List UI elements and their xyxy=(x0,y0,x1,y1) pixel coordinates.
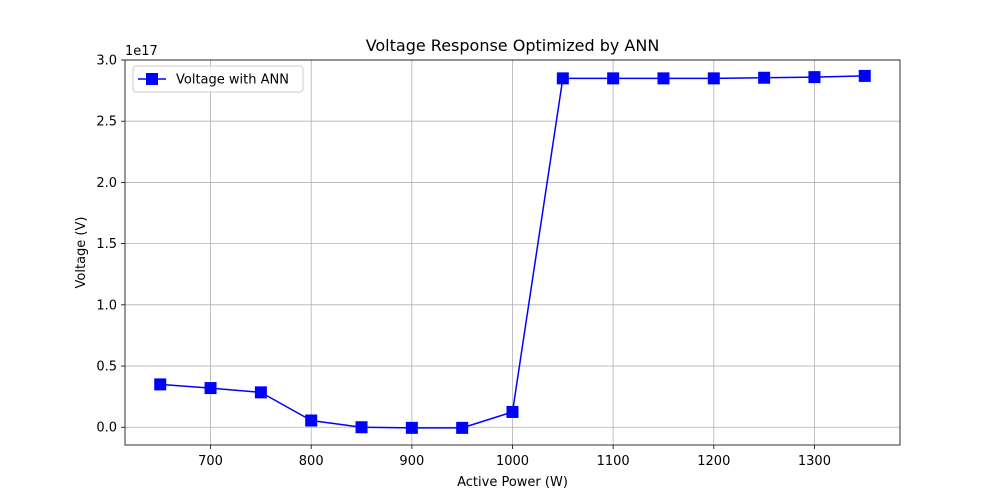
legend-box xyxy=(132,65,304,93)
data-point-marker xyxy=(355,421,368,434)
y-tick-label: 2.5 xyxy=(96,115,117,130)
data-point-marker xyxy=(456,421,469,434)
data-point-marker xyxy=(305,414,318,427)
x-axis-label: Active Power (W) xyxy=(457,475,568,490)
x-tick-label: 1000 xyxy=(496,454,529,469)
y-tick-label: 0.5 xyxy=(96,360,117,375)
data-point-marker xyxy=(254,386,267,399)
ticks-layer: 700 800 900 1000 1100 1200 1300 0.0 0.5 1.0 1.5 2.0… xyxy=(96,54,831,470)
y-tick-label: 0.0 xyxy=(96,421,117,436)
x-tick-label: 800 xyxy=(299,454,324,469)
y-offset-label: 1e17 xyxy=(125,44,158,59)
legend: Voltage with ANN xyxy=(132,65,304,93)
series-layer xyxy=(154,69,871,434)
chart-title: Voltage Response Optimized by ANN xyxy=(366,36,660,55)
legend-marker-swatch xyxy=(146,73,158,85)
data-point-marker xyxy=(154,378,167,391)
x-tick-label: 900 xyxy=(399,454,424,469)
data-point-marker xyxy=(506,405,519,418)
data-point-marker xyxy=(707,72,720,85)
x-tick-label: 700 xyxy=(198,454,223,469)
data-point-marker xyxy=(808,71,821,84)
legend-label: Voltage with ANN xyxy=(176,73,289,88)
y-tick-label: 1.5 xyxy=(96,237,117,252)
x-tick-label: 1300 xyxy=(798,454,831,469)
x-tick-label: 1200 xyxy=(697,454,730,469)
y-tick-label: 1.0 xyxy=(96,298,117,313)
data-point-marker xyxy=(204,382,217,395)
y-axis-label: Voltage (V) xyxy=(74,217,89,289)
data-point-marker xyxy=(858,69,871,82)
data-point-marker xyxy=(556,72,569,85)
data-point-marker xyxy=(657,72,670,85)
data-point-marker xyxy=(758,71,771,84)
y-tick-label: 2.0 xyxy=(96,176,117,191)
data-point-marker xyxy=(405,421,418,434)
y-tick-label: 3.0 xyxy=(96,54,117,69)
data-point-marker xyxy=(607,72,620,85)
x-tick-label: 1100 xyxy=(597,454,630,469)
